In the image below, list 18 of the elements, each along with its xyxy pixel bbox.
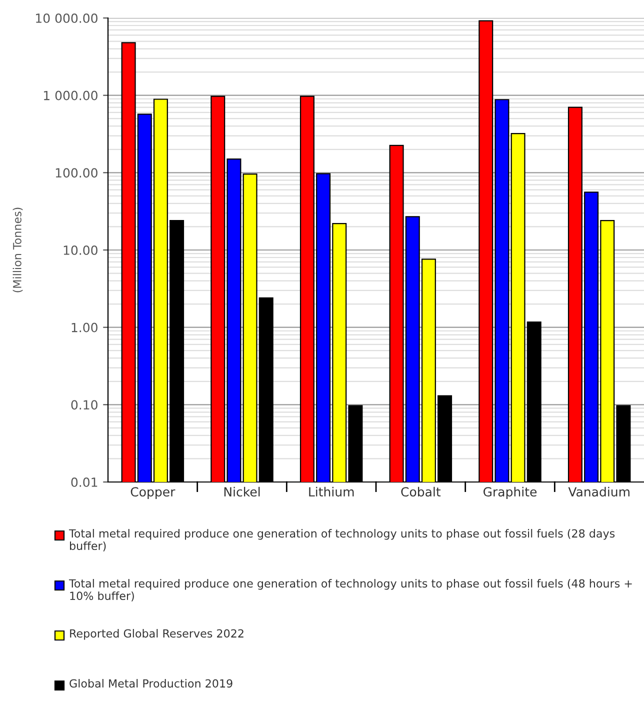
legend-label: Reported Global Reserves 2022 bbox=[70, 629, 244, 640]
y-tick-label: 1 000.00 bbox=[44, 90, 98, 100]
y-tick-label: 10.00 bbox=[64, 245, 98, 255]
legend-label: Global Metal Production 2019 bbox=[70, 679, 232, 688]
y-tick-label: 0.01 bbox=[71, 477, 98, 487]
x-tick-label: Lithium bbox=[309, 486, 354, 497]
y-tick-label: 10 000.00 bbox=[36, 13, 98, 23]
legend-label: Total metal required produce one generation of technology units to phase out fossil fuels (28 days buffer) bbox=[68, 529, 615, 552]
x-tick-label: Cobalt bbox=[401, 486, 441, 497]
x-tick-label: Graphite bbox=[484, 486, 537, 499]
y-tick-label: 100.00 bbox=[56, 168, 98, 178]
y-axis-title: (Million Tonnes) bbox=[12, 208, 23, 292]
y-tick-label: 0.10 bbox=[71, 400, 98, 410]
x-tick-label: Nickel bbox=[224, 486, 260, 497]
x-tick-label: Vanadium bbox=[568, 486, 630, 497]
y-tick-label: 1.00 bbox=[72, 322, 98, 332]
legend-label: Total metal required produce one generation of technology units to phase out fossil fuels (48 hours + 10% buffer) bbox=[68, 579, 632, 602]
x-tick-label: Copper bbox=[130, 487, 176, 499]
